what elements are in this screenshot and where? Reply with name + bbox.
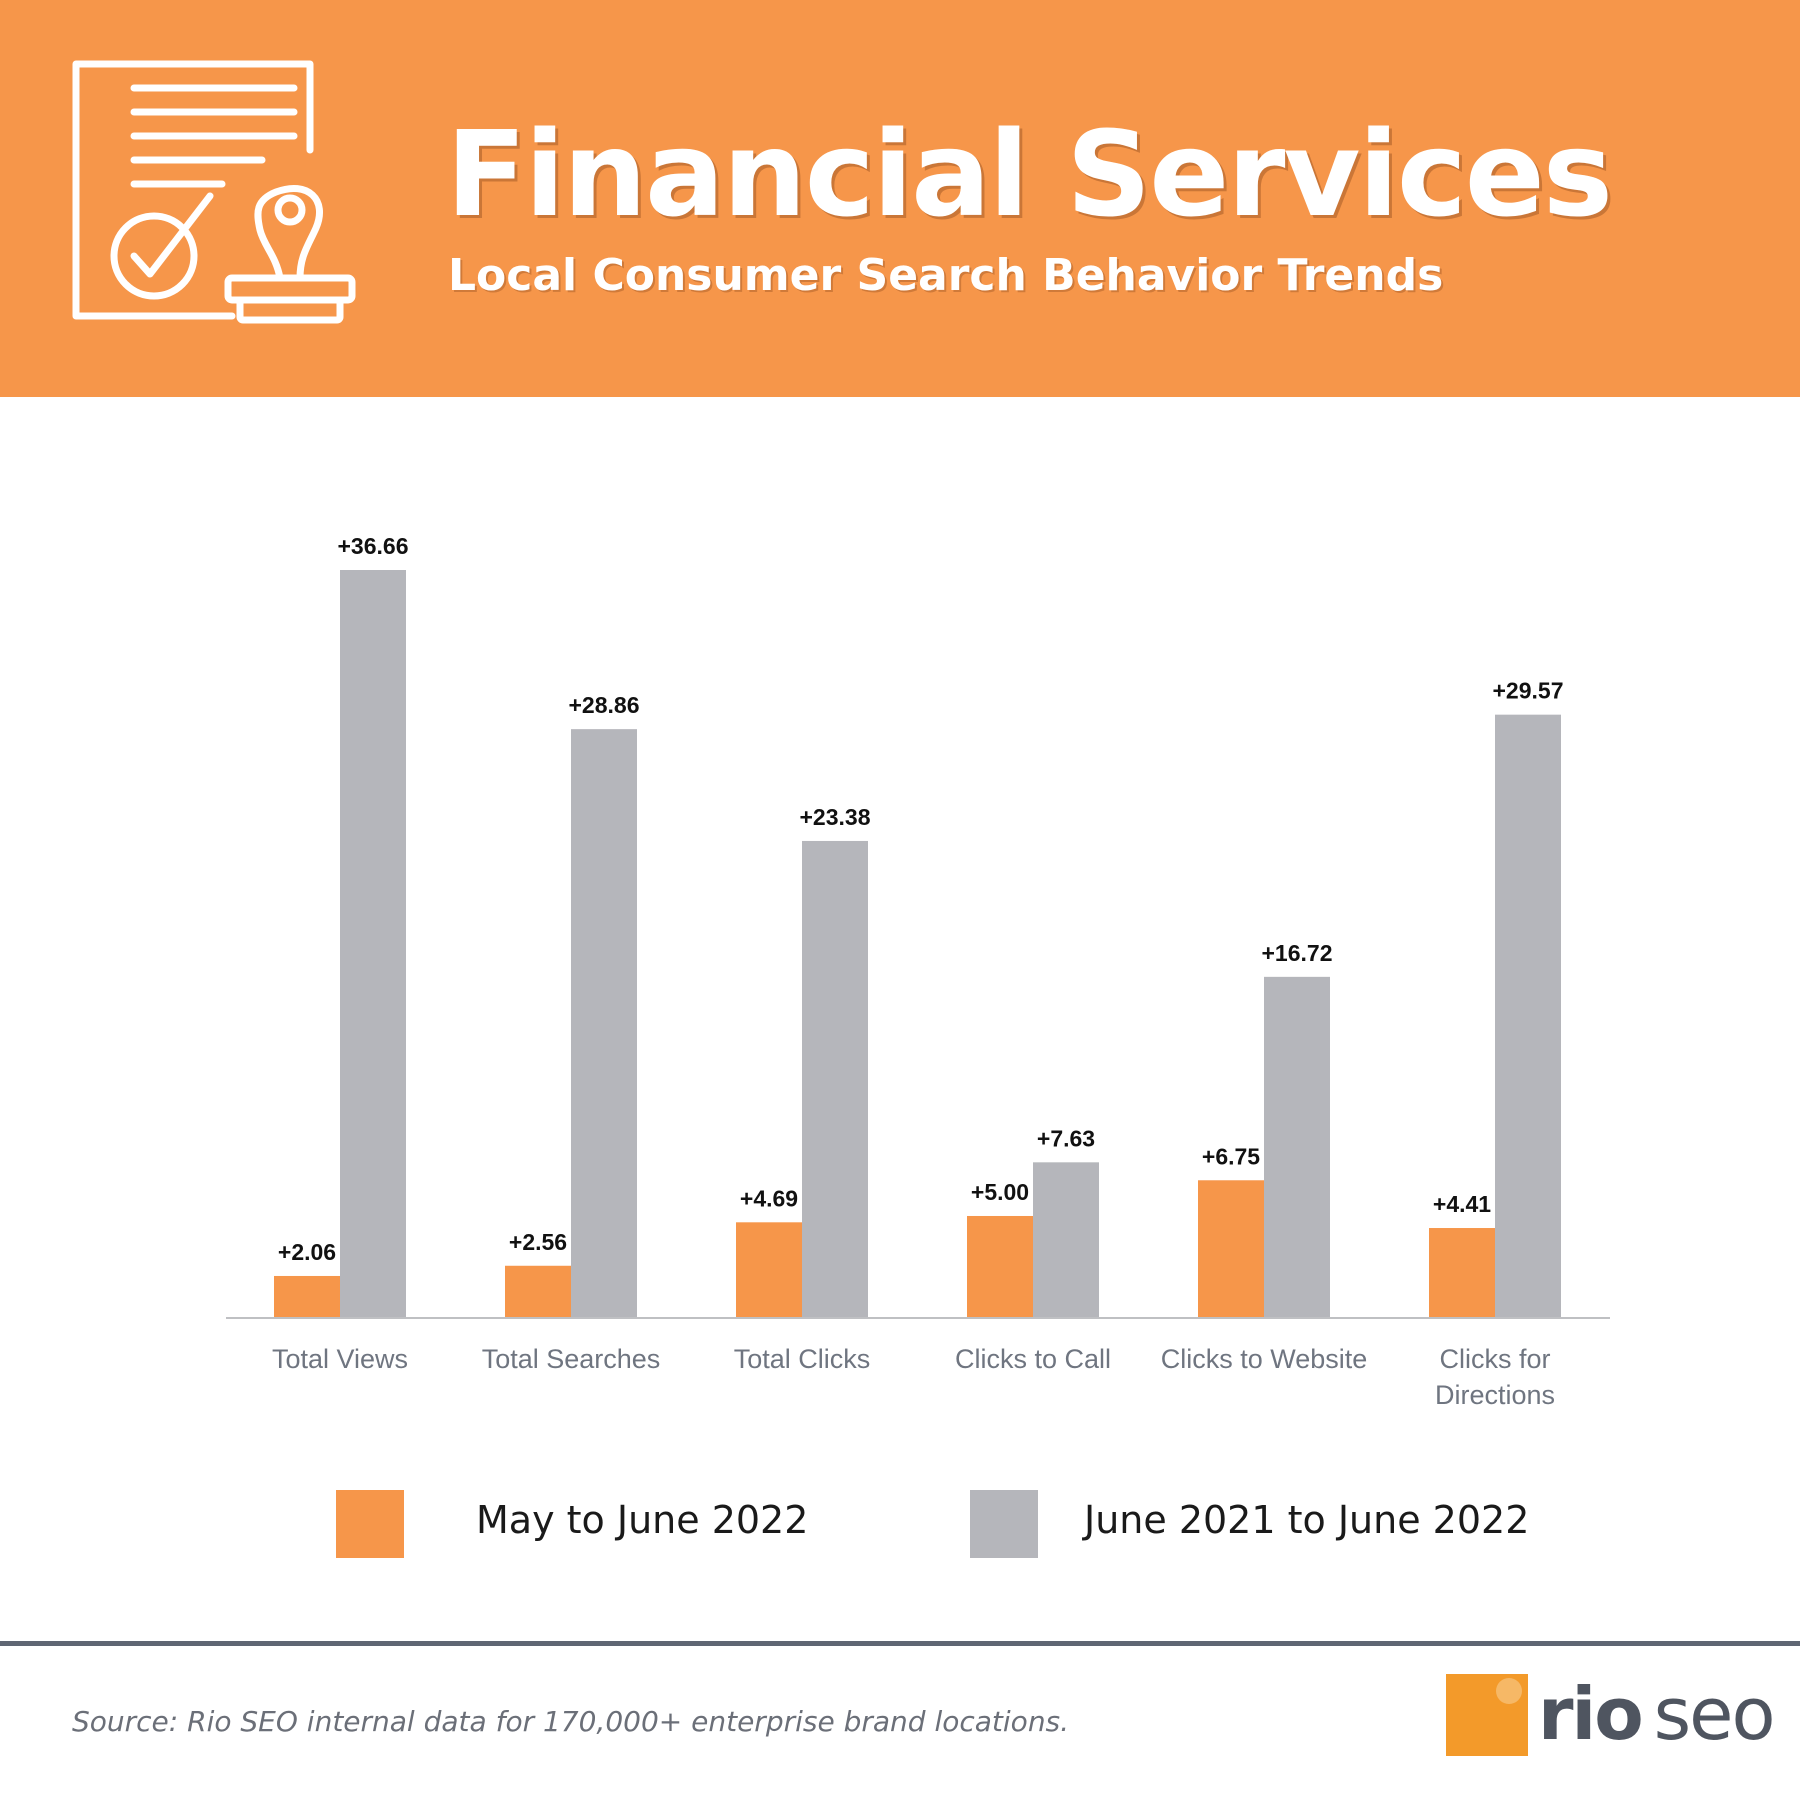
bar-year-over-year xyxy=(1264,976,1330,1318)
bar-may-june xyxy=(505,1265,571,1318)
bar-year-over-year xyxy=(1495,714,1561,1318)
bar-chart: +2.06 +36.66 Total Views +2.56 +28.86 Total S… xyxy=(226,533,1610,1410)
financial-document-stamp-icon xyxy=(72,60,356,324)
x-tick-label: Clicks for xyxy=(1439,1344,1550,1374)
x-tick-label: Clicks to Call xyxy=(955,1344,1111,1374)
data-label: +28.86 xyxy=(569,692,640,718)
x-tick-label: Total Searches xyxy=(482,1344,661,1374)
bar-may-june xyxy=(1198,1180,1264,1318)
data-label: +16.72 xyxy=(1262,940,1333,966)
rio-seo-logo: rio seo xyxy=(1446,1670,1776,1780)
footer-divider xyxy=(0,1641,1800,1646)
bar-may-june xyxy=(967,1215,1033,1318)
page-subtitle: Local Consumer Search Behavior Trends xyxy=(448,250,1444,301)
data-label: +4.69 xyxy=(740,1185,798,1211)
bar-year-over-year xyxy=(571,729,637,1318)
x-tick-label: Total Views xyxy=(272,1344,408,1374)
data-label: +5.00 xyxy=(971,1179,1029,1205)
data-label: +2.56 xyxy=(509,1229,567,1255)
bar-may-june xyxy=(274,1275,340,1318)
data-label: +4.41 xyxy=(1433,1191,1491,1217)
data-label: +6.75 xyxy=(1202,1143,1260,1169)
x-tick-label: Total Clicks xyxy=(734,1344,871,1374)
bar-year-over-year xyxy=(340,570,406,1318)
bar-year-over-year xyxy=(1033,1162,1099,1318)
header-banner: Financial Services Local Consumer Search… xyxy=(0,0,1800,397)
logo-dot-icon xyxy=(1496,1678,1522,1704)
data-label: +23.38 xyxy=(800,804,871,830)
legend-swatch-may-june xyxy=(336,1490,404,1558)
bar-may-june xyxy=(1429,1228,1495,1318)
data-label: +2.06 xyxy=(278,1239,336,1265)
data-label: +36.66 xyxy=(338,533,409,559)
x-tick-label: Clicks to Website xyxy=(1161,1344,1368,1374)
data-label: +7.63 xyxy=(1037,1125,1095,1151)
legend-label: June 2021 to June 2022 xyxy=(1084,1498,1530,1542)
bar-may-june xyxy=(736,1222,802,1318)
x-tick-label: Directions xyxy=(1435,1380,1555,1410)
page-title: Financial Services xyxy=(446,105,1613,243)
legend-swatch-year-over-year xyxy=(970,1490,1038,1558)
logo-wordmark: rio seo xyxy=(1538,1672,1776,1756)
legend-label: May to June 2022 xyxy=(476,1498,809,1542)
data-label: +29.57 xyxy=(1493,678,1564,704)
source-note: Source: Rio SEO internal data for 170,00… xyxy=(72,1705,1070,1738)
bar-year-over-year xyxy=(802,840,868,1318)
